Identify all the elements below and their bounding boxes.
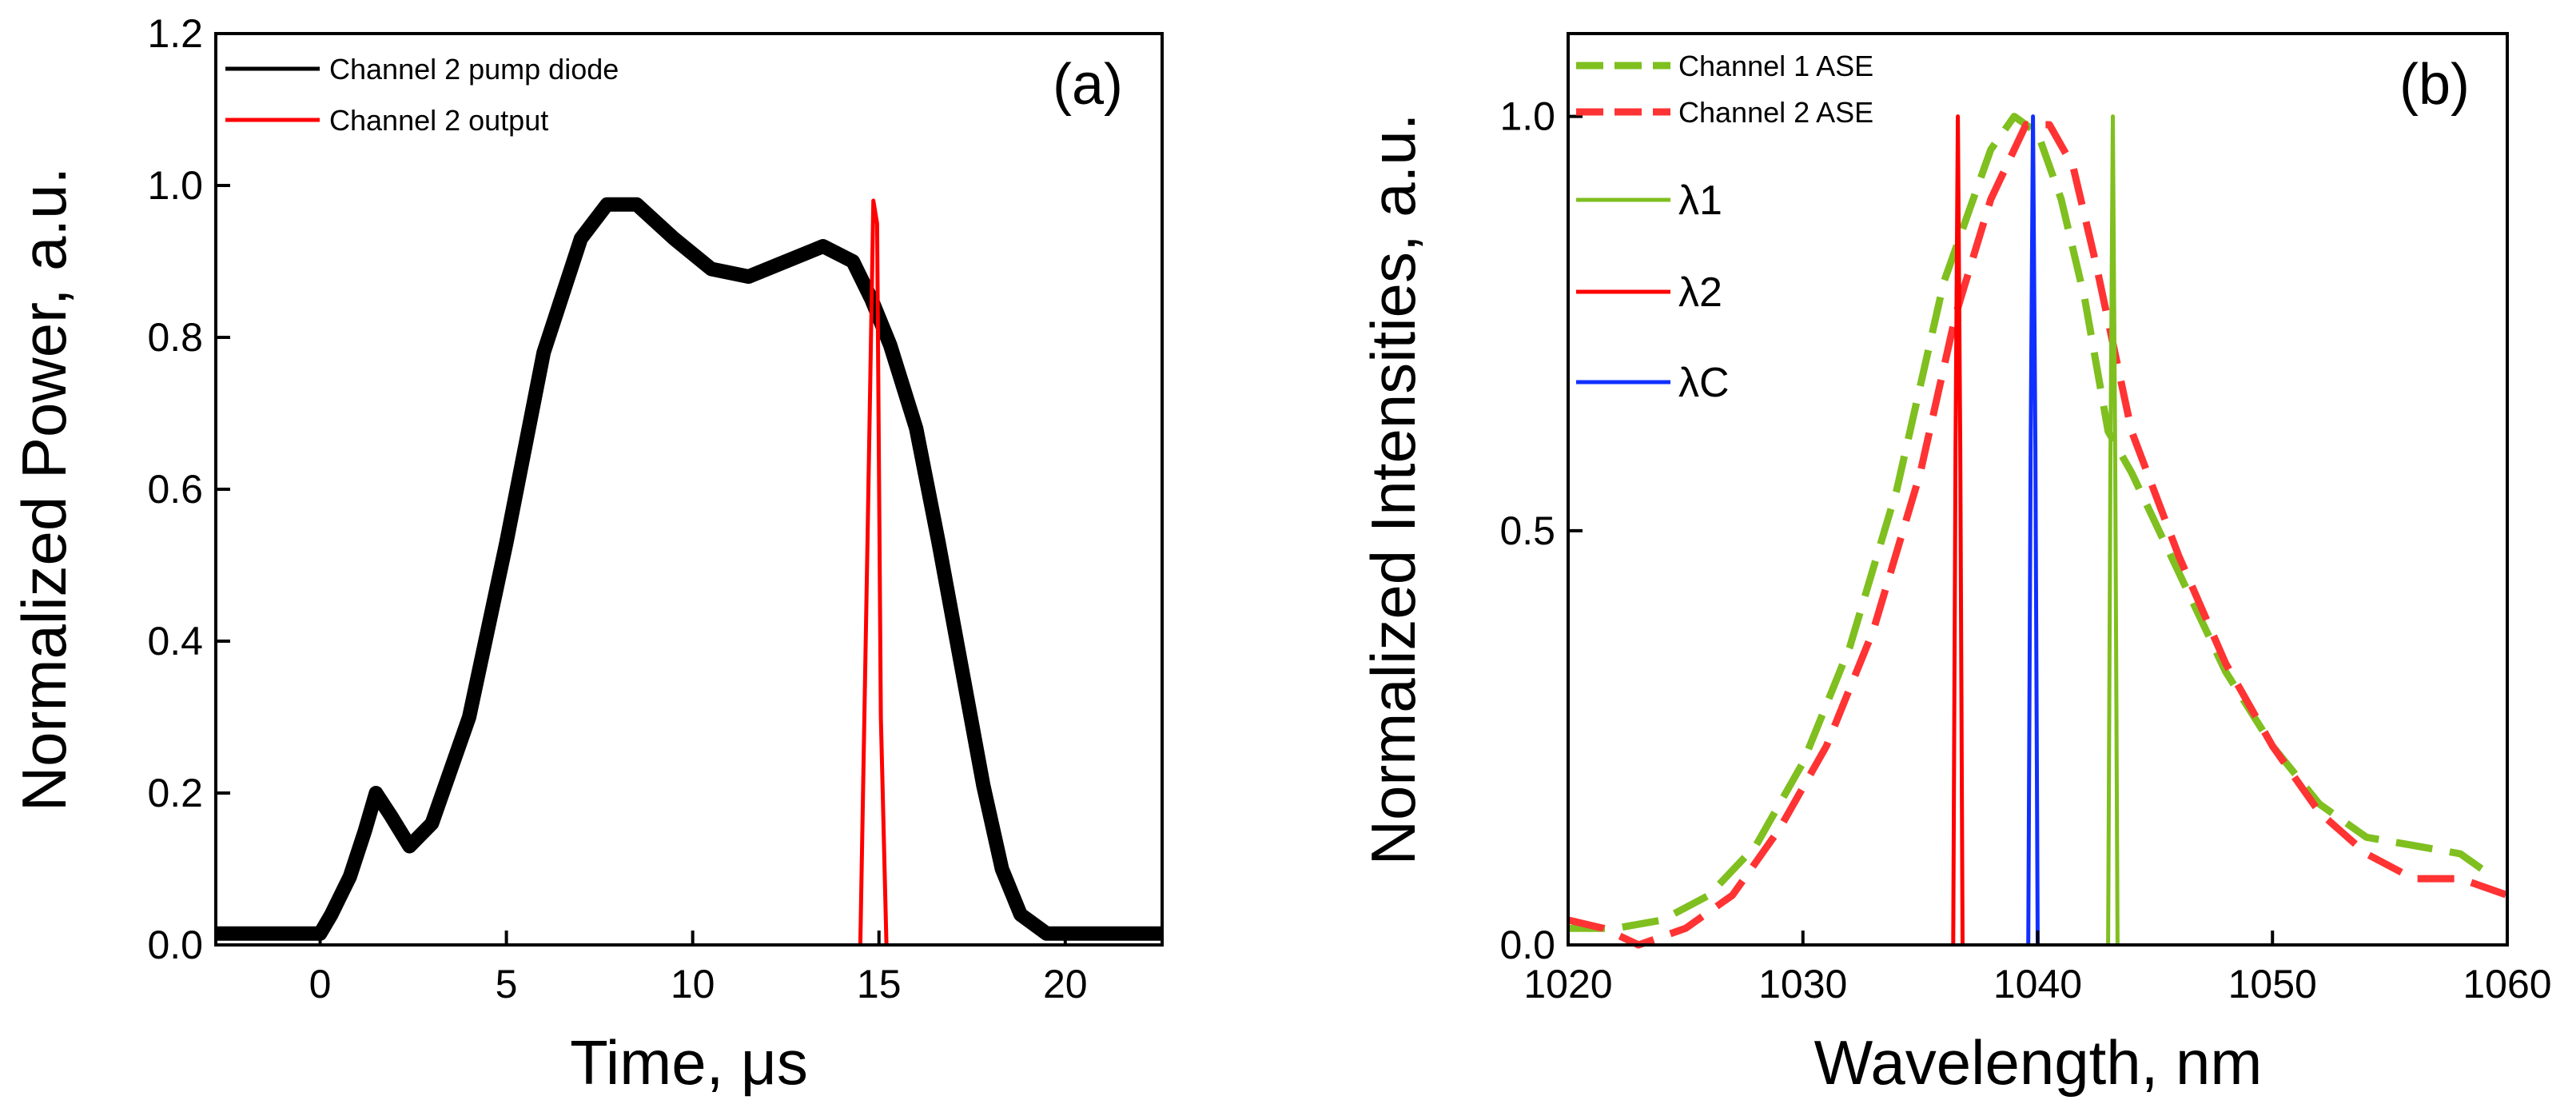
panel-a-y-tick-label: 0.6 (147, 467, 203, 512)
panel-b-series-1 (1567, 121, 2509, 949)
panel-a-y-tick-label: 1.0 (147, 163, 203, 208)
panel-a-y-tick-label: 0.8 (147, 315, 203, 360)
panel-a-y-tick-label: 0.0 (147, 923, 203, 967)
legend-label-lambdac: λC (1678, 360, 1730, 406)
panel-a-label: (a) (1053, 53, 1123, 117)
panel-a-y-tick-label: 0.2 (147, 771, 203, 815)
panel-b-y-tick-label: 0.5 (1499, 508, 1555, 553)
panel-a-frame (214, 32, 1164, 947)
panel-b-y-tick-label: 0.0 (1499, 923, 1555, 967)
legend-label-channel1-ase: Channel 1 ASE (1678, 50, 1873, 82)
panel-a-x-axis-label: Time, μs (570, 1027, 808, 1098)
panel-a-x-tick-label: 0 (309, 962, 332, 1006)
panel-b-x-tick-label: 1050 (2228, 962, 2317, 1006)
panel-a-x-tick-label: 5 (496, 962, 518, 1006)
panel-a-x-tick-label: 10 (671, 962, 715, 1006)
panel-b-x-axis-label: Wavelength, nm (1814, 1027, 2263, 1098)
panel-b-y-axis-label: Normalized Intensities, a.u. (1358, 114, 1428, 866)
panel-b-plot-area (1567, 113, 2509, 949)
panel-b-chart: 1020 1030 1040 1050 1060 0.0 0.5 1.0 (b) Wavele… (1358, 32, 2552, 1098)
panel-a-ticks: 0 5 10 15 20 0.0 0.2 0.4 0.6 0.8 1.0 1.2 (147, 11, 1087, 1006)
legend-label-channel2-ase: Channel 2 ASE (1678, 96, 1873, 129)
panel-b-x-tick-label: 1020 (1523, 962, 1612, 1006)
panel-a-y-tick-label: 1.2 (147, 11, 203, 56)
legend-label-lambda2: λ2 (1678, 269, 1722, 316)
panel-a-x-tick-label: 15 (857, 962, 902, 1006)
panel-a-series-0 (216, 197, 1162, 941)
panel-b-label: (b) (2399, 53, 2470, 117)
panel-b-series-2 (2106, 114, 2120, 946)
legend-label-lambda1: λ1 (1678, 177, 1722, 224)
panel-b-x-tick-label: 1040 (1993, 962, 2082, 1006)
panel-a-series-1 (858, 198, 889, 946)
panel-b-series-3 (1951, 114, 1965, 946)
panel-b-series-4 (2026, 114, 2040, 946)
panel-a-y-axis-label: Normalized Power, a.u. (9, 167, 79, 811)
panel-a-chart: 0 5 10 15 20 0.0 0.2 0.4 0.6 0.8 1.0 1.2 (a) Time, … (9, 11, 1164, 1098)
panel-b-x-tick-label: 1030 (1758, 962, 1847, 1006)
panel-b-ticks: 1020 1030 1040 1050 1060 0.0 0.5 1.0 (1499, 94, 2551, 1006)
legend-label-pump-diode: Channel 2 pump diode (329, 53, 619, 86)
panel-b-x-tick-label: 1060 (2463, 962, 2551, 1006)
panel-a-plot-area (216, 197, 1162, 946)
panel-b-y-tick-label: 1.0 (1499, 94, 1555, 139)
legend-label-output: Channel 2 output (329, 104, 548, 137)
panel-a-x-tick-label: 20 (1043, 962, 1088, 1006)
panel-a-y-tick-label: 0.4 (147, 619, 203, 664)
panel-b-series-0 (1568, 113, 2498, 932)
